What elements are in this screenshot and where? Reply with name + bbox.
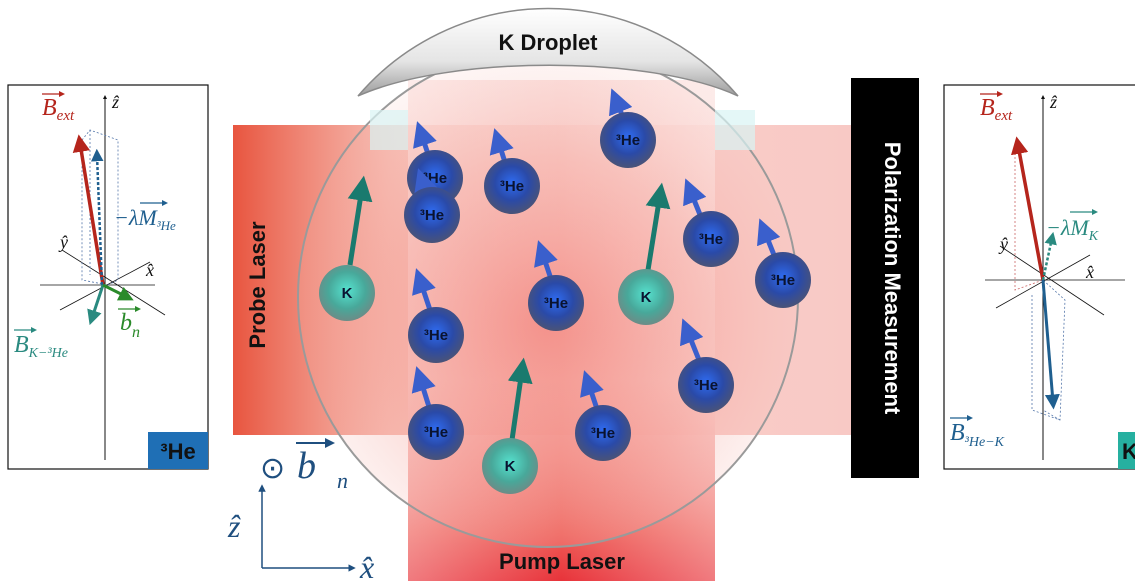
left-bn-vector: [102, 283, 134, 301]
k-badge-label: K: [1122, 439, 1135, 464]
legend-bn-sub: n: [337, 468, 348, 493]
legend-odot: ⊙: [260, 451, 285, 486]
right-magnet-label: −λMK: [1046, 215, 1099, 244]
he-atom: [600, 112, 656, 168]
probe-laser-label: Probe Laser: [245, 221, 270, 349]
k-atom-label: K: [505, 458, 516, 475]
right-bhe-label: B³He−K: [950, 420, 1005, 450]
droplet-label: K Droplet: [499, 30, 599, 55]
right-y-label: ŷ: [998, 234, 1008, 254]
he-atom: [678, 357, 734, 413]
left-vector-panel: ẑ ŷ x̂ Bext −λM³He BK−³He bn ³He: [7, 84, 209, 470]
left-x-axis-diag: [61, 249, 166, 316]
legend-z-label: ẑ: [227, 508, 241, 544]
he-atom: [528, 275, 584, 331]
he-badge: [148, 432, 208, 469]
atoms-layer: ³He ³He ³He ³He ³He ³He ³He ³He ³He ³He …: [319, 88, 811, 494]
he-atom: [683, 211, 739, 267]
left-bn-label: bn: [120, 310, 140, 341]
right-bext-label: Bext: [980, 95, 1013, 124]
left-magnet-label: −λM³He: [114, 205, 176, 233]
right-projection-line: [1042, 409, 1061, 421]
legend-bn: b: [297, 445, 316, 487]
right-panel-frame: [943, 84, 1135, 470]
he-atom-label: ³He: [544, 295, 568, 312]
k-spin-arrow: [347, 175, 373, 266]
left-bk-label: BK−³He: [14, 332, 68, 361]
pump-laser-label: Pump Laser: [499, 549, 625, 574]
right-vector-panel: ẑ ŷ x̂ Bext −λMK B³He−K K: [943, 84, 1135, 470]
he-atom-label: ³He: [500, 178, 524, 195]
k-spin-arrow: [645, 182, 671, 271]
he-atom-label: ³He: [616, 132, 640, 149]
left-bext-vector: [72, 134, 105, 286]
he-atom-label: ³He: [424, 424, 448, 441]
he-spin-arrow: [412, 268, 436, 311]
he-atom-label: ³He: [423, 170, 447, 187]
right-x-label: x̂: [1085, 262, 1094, 282]
k-atom: [482, 438, 538, 494]
he-atom-label: ³He: [771, 272, 795, 289]
he-atom: [575, 405, 631, 461]
left-y-label: ŷ: [58, 232, 68, 252]
k-badge: [1118, 432, 1135, 469]
he-atom-label: ³He: [424, 327, 448, 344]
he-atom: [408, 307, 464, 363]
he-atom: [404, 187, 460, 243]
he-atom: [755, 252, 811, 308]
left-magnet-vector: [90, 148, 104, 286]
left-bext-label: Bext: [42, 95, 75, 124]
he-atom-label: ³He: [591, 425, 615, 442]
left-panel-frame: [7, 84, 209, 470]
measurement-bar: [851, 78, 919, 478]
right-magnet-vector: [1041, 231, 1057, 281]
measurement-label: Polarization Measurement: [880, 142, 905, 415]
left-bk-vector: [87, 284, 105, 326]
he-spin-arrow: [680, 318, 704, 361]
k-spin-arrow: [507, 357, 533, 441]
right-bhe-vector: [1041, 279, 1060, 410]
coordinate-legend: ⊙ b n ẑ x̂: [227, 438, 374, 581]
he-badge-label: ³He: [160, 439, 195, 464]
he-atom-label: ³He: [699, 231, 723, 248]
k-atom-label: K: [342, 285, 353, 302]
left-z-label: ẑ: [111, 92, 120, 112]
legend-x-label: x̂: [359, 549, 374, 581]
right-z-label: ẑ: [1049, 92, 1058, 112]
he-atom-label: ³He: [694, 377, 718, 394]
he-atom: [408, 404, 464, 460]
right-projection-box-up: [1014, 145, 1044, 291]
left-x-label: x̂: [145, 260, 154, 280]
he-atom: [484, 158, 540, 214]
droplet-glint-right: [715, 110, 755, 150]
droplet-glint-left: [370, 110, 408, 150]
k-atom: [618, 269, 674, 325]
k-atom-label: K: [641, 289, 652, 306]
he-atom-label: ³He: [420, 207, 444, 224]
k-atom: [319, 265, 375, 321]
right-x-axis-diag: [999, 245, 1105, 316]
right-bext-vector: [1010, 136, 1045, 281]
droplet-cap: [357, 7, 739, 97]
he-spin-arrow: [411, 366, 436, 411]
